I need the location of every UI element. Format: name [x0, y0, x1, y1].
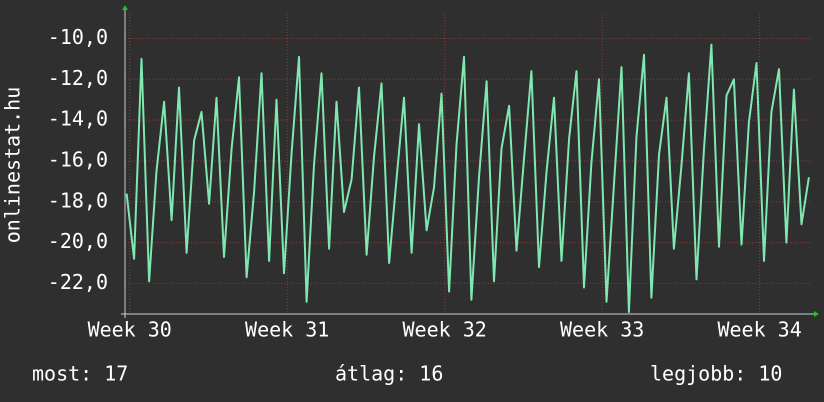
- x-tick-label: Week 30: [88, 318, 172, 342]
- y-tick-label: -22,0: [48, 270, 108, 294]
- footer-current: most: 17: [32, 362, 128, 386]
- x-tick-label: Week 33: [560, 318, 644, 342]
- x-tick-label: Week 34: [717, 318, 801, 342]
- x-tick-label: Week 32: [403, 318, 487, 342]
- y-tick-label: -10,0: [48, 25, 108, 49]
- y-axis-label: onlinestat.hu: [1, 87, 25, 244]
- data-line: [125, 43, 810, 313]
- y-tick-label: -16,0: [48, 147, 108, 171]
- x-axis-arrow: [814, 311, 819, 317]
- y-axis-arrow: [122, 5, 128, 10]
- y-tick-label: -20,0: [48, 229, 108, 253]
- x-tick-label: Week 31: [245, 318, 329, 342]
- y-tick-label: -12,0: [48, 66, 108, 90]
- footer-average: átlag: 16: [335, 362, 443, 386]
- footer-best: legjobb: 10: [650, 362, 782, 386]
- y-tick-label: -18,0: [48, 188, 108, 212]
- y-tick-label: -14,0: [48, 107, 108, 131]
